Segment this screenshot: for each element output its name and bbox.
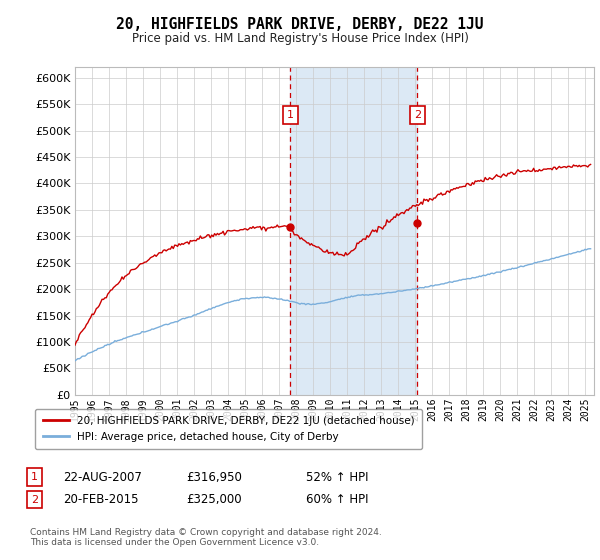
Bar <box>290 67 418 395</box>
Text: 60% ↑ HPI: 60% ↑ HPI <box>306 493 368 506</box>
Text: 2: 2 <box>414 110 421 120</box>
Text: 1: 1 <box>31 472 38 482</box>
Text: £325,000: £325,000 <box>186 493 242 506</box>
Text: 2: 2 <box>31 494 38 505</box>
Legend: 20, HIGHFIELDS PARK DRIVE, DERBY, DE22 1JU (detached house), HPI: Average price,: 20, HIGHFIELDS PARK DRIVE, DERBY, DE22 1… <box>35 409 422 449</box>
Text: Contains HM Land Registry data © Crown copyright and database right 2024.
This d: Contains HM Land Registry data © Crown c… <box>30 528 382 548</box>
Text: £316,950: £316,950 <box>186 470 242 484</box>
Text: 1: 1 <box>287 110 294 120</box>
Text: 52% ↑ HPI: 52% ↑ HPI <box>306 470 368 484</box>
Text: Price paid vs. HM Land Registry's House Price Index (HPI): Price paid vs. HM Land Registry's House … <box>131 32 469 45</box>
Text: 20, HIGHFIELDS PARK DRIVE, DERBY, DE22 1JU: 20, HIGHFIELDS PARK DRIVE, DERBY, DE22 1… <box>116 17 484 32</box>
Text: 20-FEB-2015: 20-FEB-2015 <box>63 493 139 506</box>
Text: 22-AUG-2007: 22-AUG-2007 <box>63 470 142 484</box>
